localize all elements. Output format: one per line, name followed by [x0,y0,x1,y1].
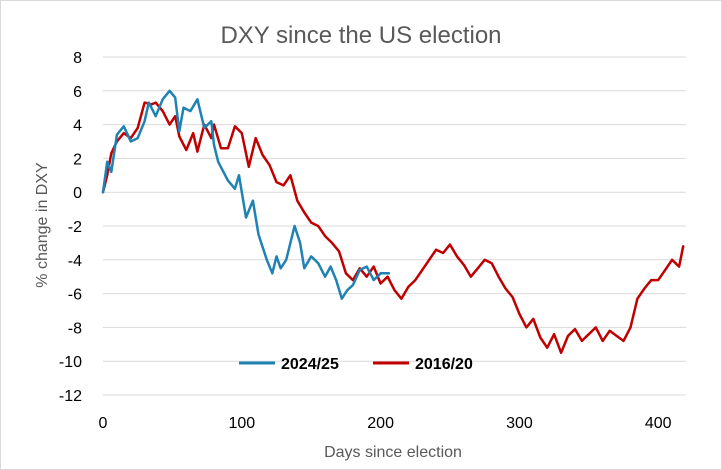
y-tick-label: -10 [59,354,82,371]
x-tick-label: 0 [99,415,108,432]
x-tick-label: 100 [228,415,255,432]
gridlines [103,56,686,396]
series-line-2016-20 [101,101,685,355]
y-tick-label: -6 [68,287,82,304]
y-tick-label: -8 [68,320,82,337]
legend: 2024/25 2016/20 [239,356,473,373]
x-tick-label: 200 [367,415,394,432]
y-tick-labels: 8 6 4 2 0 -2 -4 -6 -8 -10 -12 [59,50,82,405]
y-tick-label: -2 [68,219,82,236]
x-tick-label: 300 [506,415,533,432]
y-tick-label: 4 [73,118,82,135]
series-line-2024-25 [101,89,391,300]
series-lines [101,89,685,355]
x-tick-label: 400 [645,415,672,432]
x-axis-title: Days since election [324,444,462,461]
y-tick-label: 6 [73,84,82,101]
y-tick-label: 2 [73,151,82,168]
y-tick-label: 8 [73,50,82,67]
y-axis-title: % change in DXY [34,162,51,288]
x-tick-labels: 0 100 200 300 400 [99,415,672,432]
y-tick-label: 0 [73,185,82,202]
y-tick-label: -4 [68,253,82,270]
chart-title: DXY since the US election [220,22,501,49]
legend-label: 2024/25 [281,356,339,373]
legend-label: 2016/20 [415,356,473,373]
y-tick-label: -12 [59,388,82,405]
